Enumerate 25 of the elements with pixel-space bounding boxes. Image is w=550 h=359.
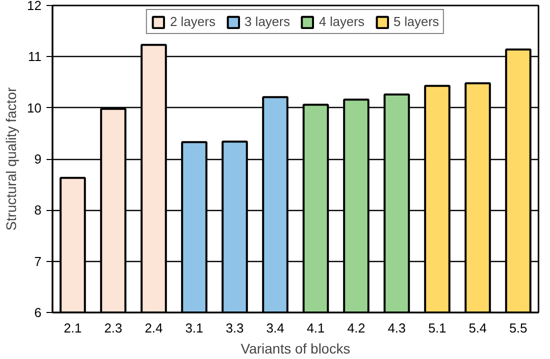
x-tick-label: 4.1 [306, 320, 325, 336]
x-axis-title: Variants of blocks [240, 340, 350, 356]
x-tick-label: 2.4 [144, 320, 163, 336]
x-tick-label: 5.1 [428, 320, 446, 336]
legend-label: 3 layers [244, 14, 290, 29]
x-tick-label: 3.1 [185, 320, 204, 336]
y-axis-title: Structural quality factor [3, 87, 20, 231]
legend-label: 5 layers [394, 14, 440, 29]
y-tick-label: 10 [27, 100, 42, 116]
y-tick-label: 12 [27, 0, 42, 13]
y-tick-label: 6 [34, 305, 42, 320]
x-tick-label: 4.2 [347, 320, 366, 336]
x-tick-label: 4.3 [388, 320, 406, 336]
x-tick-label: 2.3 [104, 320, 122, 336]
x-tick-label: 5.5 [509, 320, 528, 336]
x-tick-label: 2.1 [64, 320, 82, 336]
legend-label: 2 layers [170, 14, 216, 29]
y-tick-label: 7 [34, 254, 42, 269]
x-tick-label: 3.4 [266, 320, 284, 336]
x-tick-label: 3.3 [226, 320, 244, 336]
legend-label: 4 layers [319, 14, 365, 29]
y-tick-label: 8 [34, 202, 42, 218]
y-tick-label: 11 [28, 49, 42, 64]
x-tick-label: 5.4 [468, 320, 487, 336]
y-tick-label: 9 [34, 152, 42, 166]
